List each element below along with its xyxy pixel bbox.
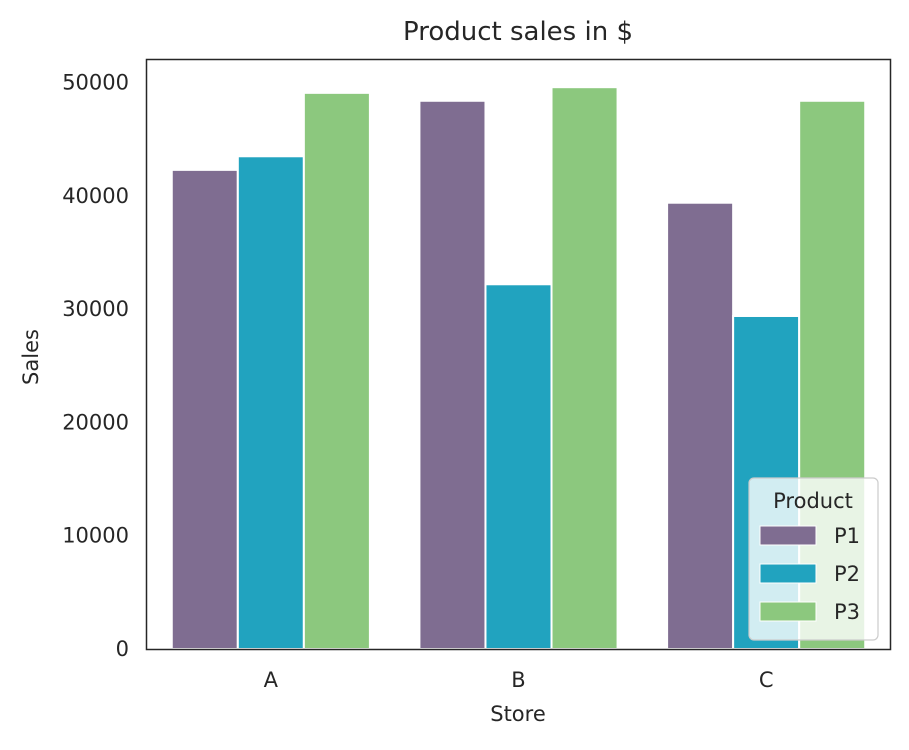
y-tick-label-0: 0 <box>116 637 129 661</box>
bar-p2-b <box>484 283 553 650</box>
y-tick-label-50000: 50000 <box>62 71 129 95</box>
y-tick-label-40000: 40000 <box>62 184 129 208</box>
y-axis-label: Sales <box>19 329 43 385</box>
legend-box <box>748 477 879 641</box>
bars-group <box>170 86 867 651</box>
y-tick-label-30000: 30000 <box>62 297 129 321</box>
bar-p1-a <box>170 168 239 650</box>
legend-title: Product <box>773 489 853 513</box>
y-tick-label-10000: 10000 <box>62 524 129 548</box>
x-ticks-group: A B C <box>264 668 774 692</box>
legend-label-p2: P2 <box>834 562 860 586</box>
x-tick-label-a: A <box>264 668 279 692</box>
legend-swatch-p1 <box>759 525 817 546</box>
bar-p2-a <box>236 155 305 650</box>
y-tick-label-20000: 20000 <box>62 410 129 434</box>
legend-swatch-p3 <box>759 601 817 622</box>
legend-swatch-p2 <box>759 563 817 584</box>
bar-p1-b <box>418 99 487 651</box>
x-tick-label-b: B <box>511 668 525 692</box>
bar-p3-a <box>302 91 371 650</box>
legend-label-p3: P3 <box>834 600 860 624</box>
legend: Product P1 P2 P3 <box>748 477 879 641</box>
bar-p1-c <box>666 201 735 650</box>
chart-title: Product sales in $ <box>403 17 633 47</box>
legend-items: P1 P2 P3 <box>759 524 860 624</box>
plot-frame <box>145 58 892 651</box>
x-tick-label-c: C <box>759 668 774 692</box>
bar-p3-b <box>550 86 619 650</box>
y-ticks-group: 0 10000 20000 30000 40000 50000 <box>62 71 129 661</box>
legend-label-p1: P1 <box>834 524 860 548</box>
x-axis-label: Store <box>490 702 546 726</box>
